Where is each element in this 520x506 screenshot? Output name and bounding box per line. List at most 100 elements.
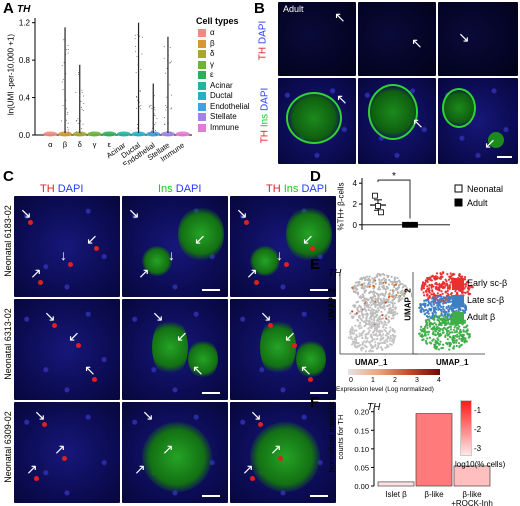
umap-point-late xyxy=(442,303,444,305)
umap-point-early xyxy=(464,276,466,278)
umap-point-adult xyxy=(447,338,449,340)
umap-point-late xyxy=(427,316,429,318)
umap-point xyxy=(385,314,387,316)
umap-point xyxy=(375,314,377,316)
umap-point xyxy=(379,281,381,283)
jitter-point xyxy=(65,43,66,44)
umap-point xyxy=(357,342,359,344)
umap-point xyxy=(369,329,371,331)
umap-point-early xyxy=(423,285,425,287)
umap-point xyxy=(358,333,360,335)
umap-point xyxy=(371,335,373,337)
jitter-point xyxy=(153,115,154,116)
islet-region xyxy=(142,422,212,492)
umap-point xyxy=(394,295,396,297)
jitter-point xyxy=(156,118,157,119)
arrow-icon: ↙ xyxy=(86,232,98,246)
y-tick-label: 0 xyxy=(353,221,358,230)
arrow-icon: ↗ xyxy=(270,442,282,456)
jitter-point xyxy=(79,100,80,101)
y-tick-label: 0.20 xyxy=(354,408,369,417)
umap-point-adult xyxy=(437,333,439,335)
x-tick-label: +ROCK-Inh xyxy=(451,499,493,506)
umap-point-adult xyxy=(435,334,437,336)
umap-point-adult xyxy=(442,344,444,346)
umap-point-early xyxy=(447,292,449,294)
colorbar-tick-label: 0 xyxy=(349,377,353,384)
umap-point xyxy=(348,336,350,338)
umap-point-late xyxy=(445,302,447,304)
jitter-point xyxy=(169,84,170,85)
violin-base xyxy=(176,132,190,137)
umap-point xyxy=(377,343,379,345)
jitter-point xyxy=(155,115,156,116)
umap-point xyxy=(360,306,362,308)
x-tick-label: Islet β xyxy=(385,490,407,499)
umap-point xyxy=(382,326,384,328)
umap-point xyxy=(361,283,363,285)
umap-point xyxy=(385,327,387,329)
umap-point-adult xyxy=(421,336,423,338)
umap-point xyxy=(390,335,392,337)
umap-point xyxy=(369,286,371,288)
panel-c-image-r2c1: ↘ ↙ ↖ xyxy=(14,299,120,400)
x-tick-label: β-like xyxy=(424,490,444,499)
umap-point-late xyxy=(433,299,435,301)
significance-star: * xyxy=(392,171,396,182)
umap-point xyxy=(384,280,386,282)
legend-label: δ xyxy=(210,49,214,58)
umap-point xyxy=(354,345,356,347)
umap-point xyxy=(375,283,377,285)
umap-point xyxy=(376,335,378,337)
arrow-icon: ↘ xyxy=(142,408,154,422)
umap-point-early xyxy=(440,290,442,292)
umap-point-adult xyxy=(449,345,451,347)
umap-point xyxy=(362,342,364,344)
umap-point xyxy=(354,313,356,315)
jitter-point xyxy=(139,36,140,37)
umap-point xyxy=(362,288,364,290)
umap-point xyxy=(388,296,390,298)
umap-point-early xyxy=(438,288,440,290)
panel-e-ylabel-1: UMAP_2 xyxy=(328,285,337,325)
umap-point xyxy=(386,305,388,307)
panel-b-image-r1c3 xyxy=(438,2,518,76)
umap-point-early xyxy=(442,271,444,273)
panel-e-colorbar-label: Expression level (Log normalized) xyxy=(336,386,434,393)
jitter-point xyxy=(151,132,152,133)
umap-point-early xyxy=(461,290,463,292)
jitter-point xyxy=(140,108,141,109)
legend-label: Ductal xyxy=(210,91,233,100)
colorbar-tick-label: 1 xyxy=(371,377,375,384)
legend-label: Adult β xyxy=(467,312,495,322)
jitter-point xyxy=(67,114,68,115)
umap-point xyxy=(396,312,398,314)
umap-point xyxy=(366,316,368,318)
umap-point-adult xyxy=(442,347,444,349)
umap-point xyxy=(367,332,369,334)
umap-point xyxy=(378,286,380,288)
umap-point-adult xyxy=(448,326,450,328)
umap-point-late xyxy=(445,306,447,308)
umap-point xyxy=(368,341,370,343)
umap-point-late xyxy=(448,311,450,313)
umap-point-adult xyxy=(441,324,443,326)
umap-point-adult xyxy=(459,345,461,347)
x-tick-label: β-like xyxy=(462,490,482,499)
jitter-point xyxy=(81,128,82,129)
umap-point xyxy=(371,318,373,320)
jitter-point xyxy=(62,81,63,82)
umap-point xyxy=(360,295,362,297)
umap-point xyxy=(384,322,386,324)
umap-point-early xyxy=(431,290,433,292)
arrow-icon: ↙ xyxy=(194,232,206,246)
jitter-point xyxy=(80,95,81,96)
umap-point-adult xyxy=(430,322,432,324)
scale-bar xyxy=(310,495,328,497)
umap-point-adult xyxy=(441,322,443,324)
umap-point-early xyxy=(464,292,466,294)
umap-point-adult xyxy=(424,332,426,334)
umap-point-early xyxy=(450,272,452,274)
umap-point-adult xyxy=(442,328,444,330)
jitter-point xyxy=(135,46,136,47)
